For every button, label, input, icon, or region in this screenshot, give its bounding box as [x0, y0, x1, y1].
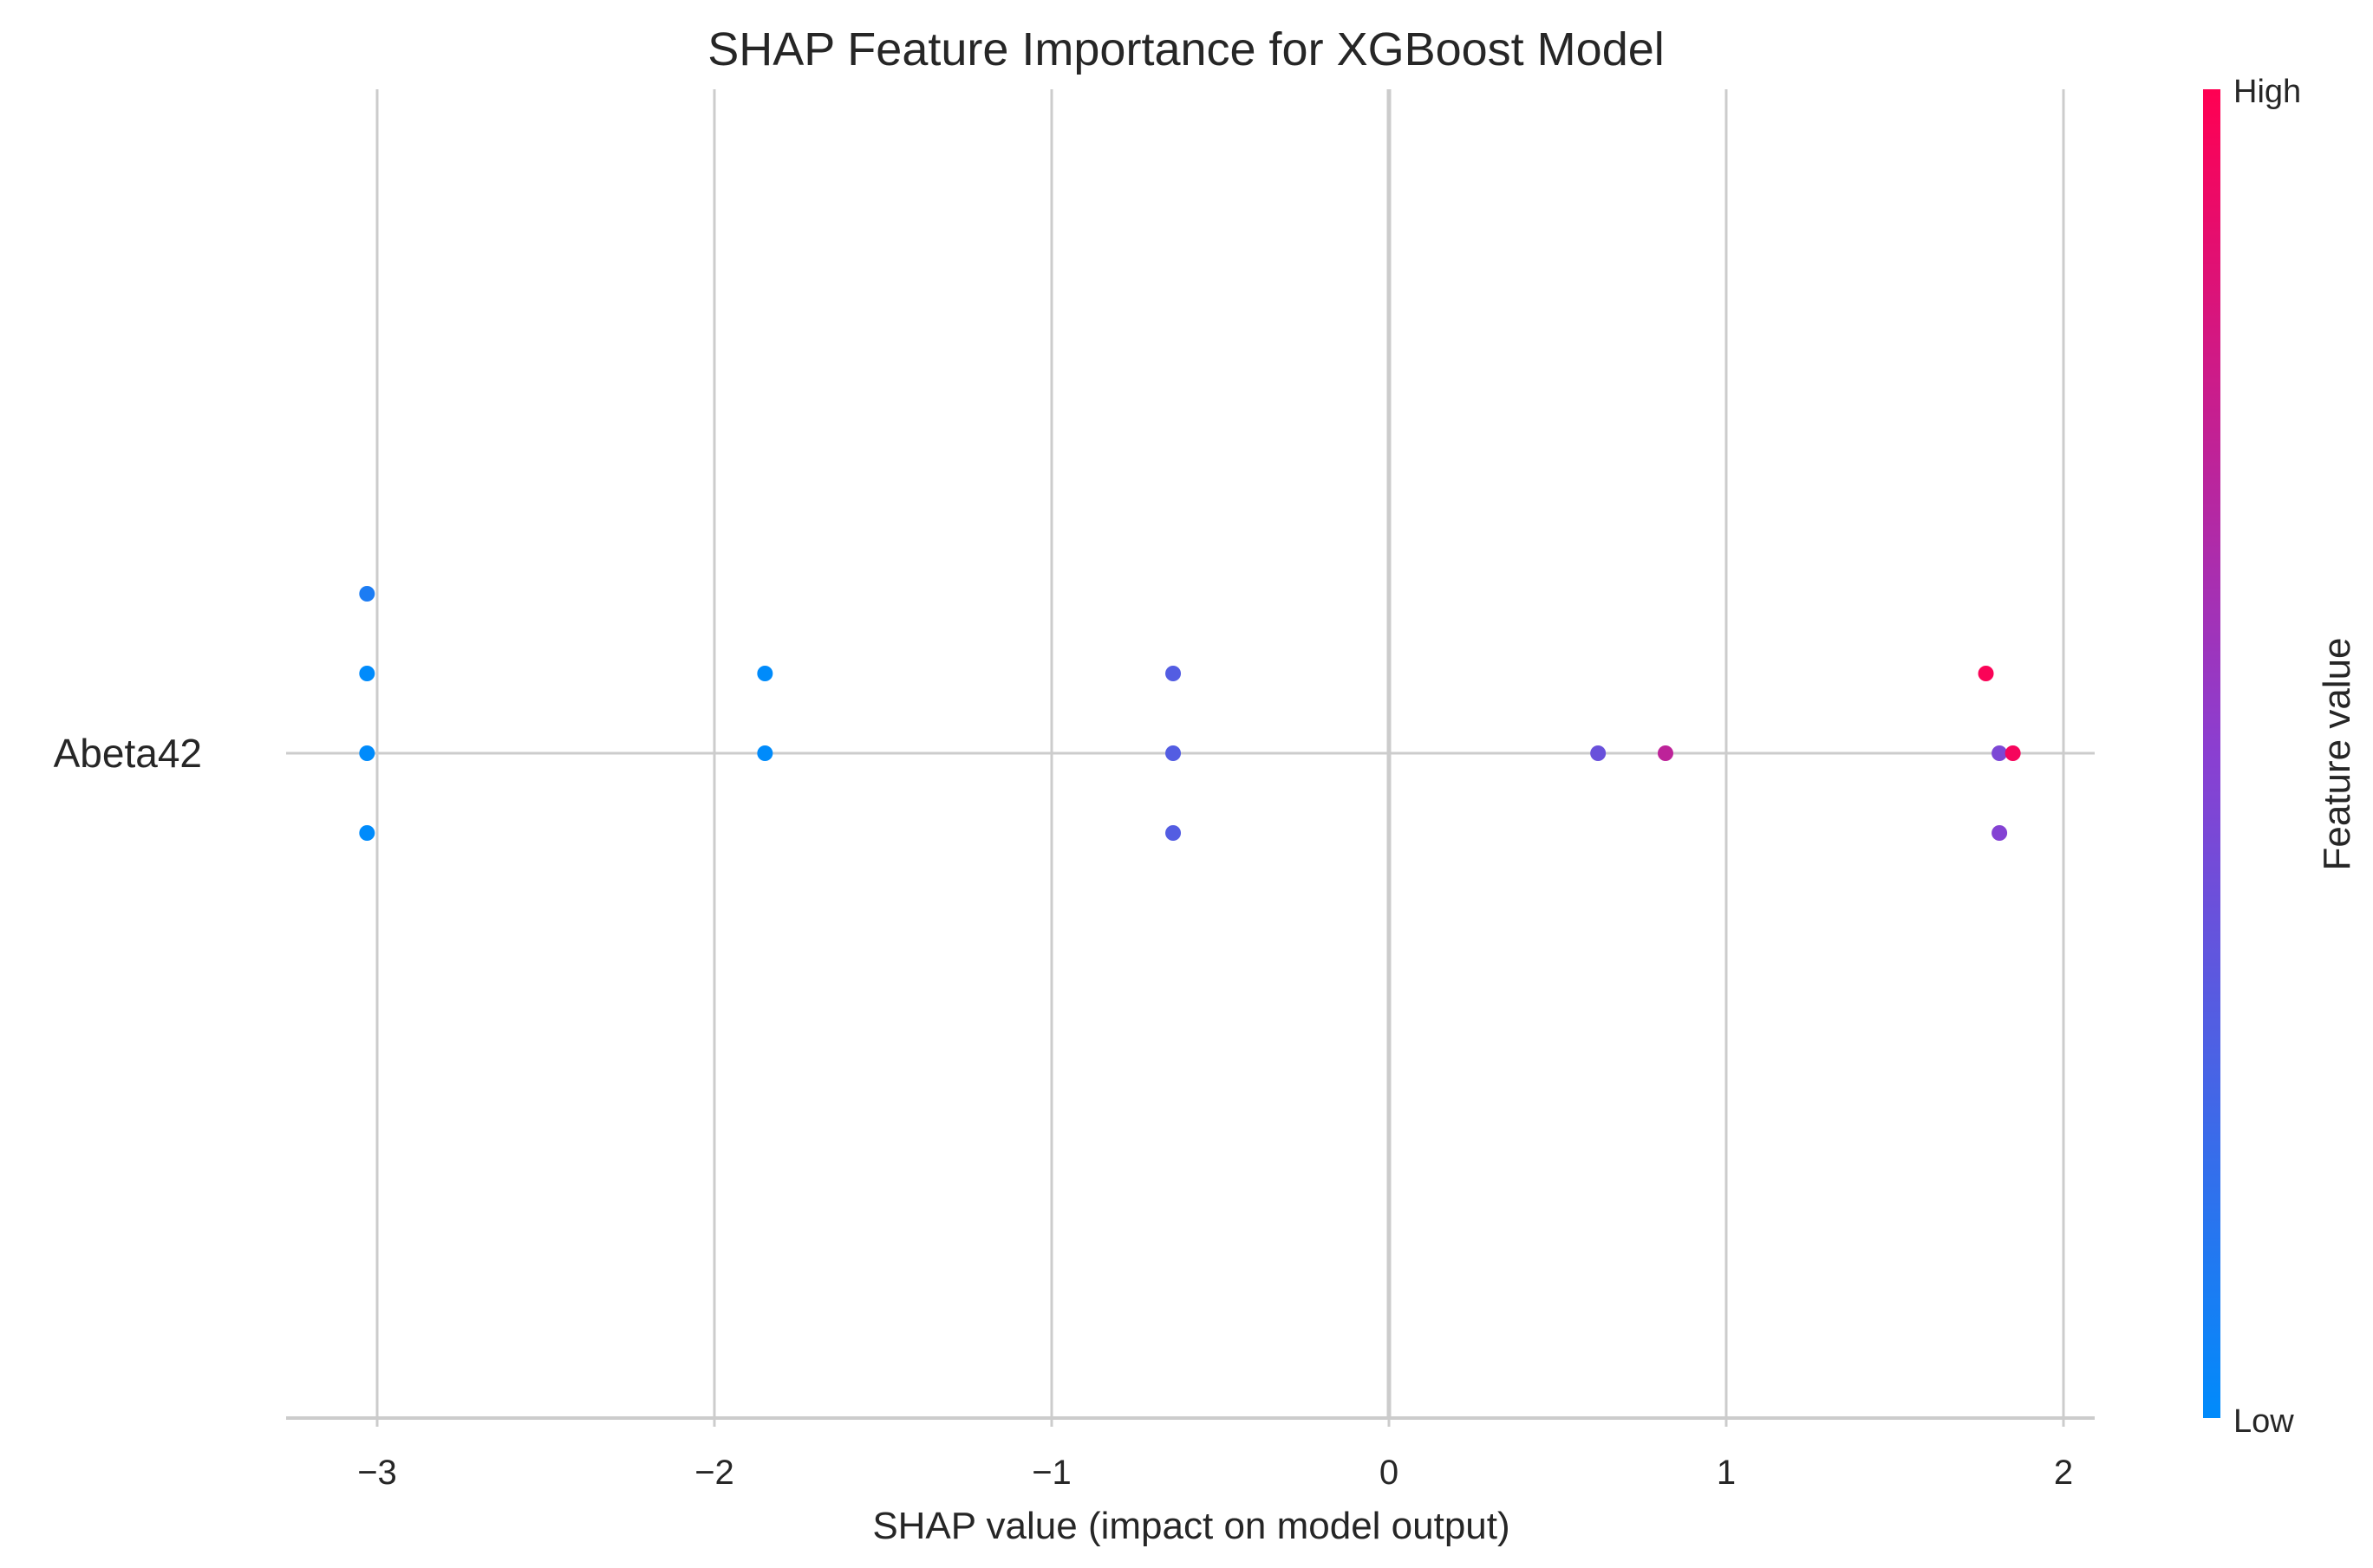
- x-tick-label: 0: [1379, 1454, 1398, 1492]
- shap-point: [1165, 666, 1182, 681]
- shap-point: [359, 666, 375, 681]
- shap-point: [1992, 825, 2008, 841]
- shap-point: [1992, 745, 2008, 761]
- x-axis-label: SHAP value (impact on model output): [872, 1505, 1509, 1547]
- shap-point: [757, 745, 773, 761]
- shap-point: [1978, 666, 1994, 681]
- shap-point: [359, 586, 375, 602]
- shap-point: [1657, 745, 1673, 761]
- x-tick-label: 1: [1717, 1454, 1736, 1492]
- shap-point: [359, 745, 375, 761]
- shap-point: [757, 666, 773, 681]
- colorbar-low-label: Low: [2233, 1403, 2294, 1440]
- feature-label: Abeta42: [54, 731, 202, 776]
- shap-point: [1590, 745, 1607, 761]
- colorbar-title: Feature value: [2316, 637, 2358, 870]
- colorbar: [2203, 89, 2220, 1418]
- x-axis-ticks: −3 −2 −1 0 1 2: [357, 1418, 2073, 1492]
- colorbar-high-label: High: [2233, 74, 2301, 110]
- x-tick-label: −1: [1032, 1454, 1072, 1492]
- chart-title: SHAP Feature Importance for XGBoost Mode…: [707, 23, 1665, 75]
- x-tick-label: −3: [357, 1454, 397, 1492]
- x-tick-label: 2: [2054, 1454, 2073, 1492]
- shap-points: [359, 586, 2021, 841]
- shap-point: [359, 825, 375, 841]
- shap-point: [1165, 745, 1182, 761]
- shap-point: [2005, 745, 2021, 761]
- shap-point: [1165, 825, 1182, 841]
- feature-labels: Abeta42: [54, 731, 202, 776]
- x-tick-label: −2: [694, 1454, 734, 1492]
